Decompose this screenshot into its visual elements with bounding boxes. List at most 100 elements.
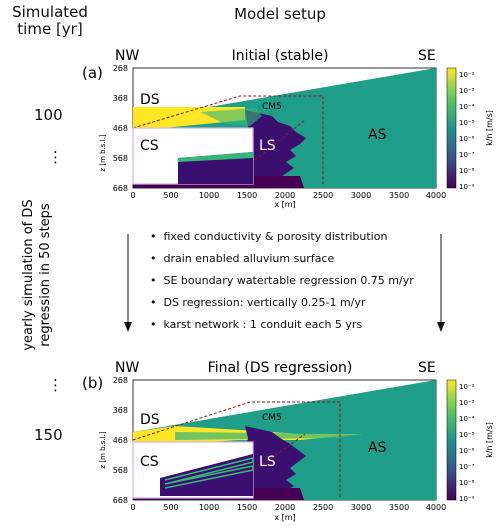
panel-a-y-ticks: 268 368 468 568 668: [113, 64, 128, 193]
time-dots-top: ⋮: [48, 148, 63, 166]
panel-a-cbar-tick: 10⁻²: [459, 71, 475, 79]
panel-a-colorbar: [446, 67, 457, 189]
time-header-line2: time [yr]: [17, 20, 83, 38]
panel-b-x-tick: 2500: [313, 503, 333, 512]
panel-b-x-tick: 2000: [275, 503, 295, 512]
panel-a-label-ls: LS: [259, 138, 276, 154]
panel-a-cbar-tick: 10⁻⁷: [459, 151, 475, 159]
panel-a-letter: (a): [82, 64, 103, 82]
panel-b-x-tick: 500: [163, 503, 178, 512]
panel-b-label-ds: DS: [140, 412, 160, 428]
right-arrow-head: [437, 322, 445, 332]
panel-a-cbar-tick: 10⁻⁵: [459, 119, 475, 127]
panel-b-colorbar: [446, 379, 457, 501]
step-text: DS regression: vertically 0.25-1 m/yr: [163, 296, 366, 309]
panel-a-x-tick: 500: [163, 191, 178, 200]
panel-b-x-tick: 1000: [199, 503, 219, 512]
panel-b-y-tick: 668: [113, 496, 128, 505]
panel-a-cbar-tick: 10⁻⁶: [459, 135, 475, 143]
panel-b-dashed-diag: [254, 433, 306, 471]
flow-arrows: [124, 234, 445, 332]
panel-a-label-cs: CS: [140, 138, 159, 154]
panel-a-cbar-tick: 10⁻⁴: [459, 103, 475, 111]
panel-b-cbar-tick: 10⁻⁶: [459, 447, 475, 455]
panel-b-y-axis-label: z [m b.s.l.]: [99, 431, 107, 468]
panel-a-y-tick: 368: [113, 94, 128, 103]
panel-b-label-as: AS: [368, 440, 387, 456]
panel-b-inset-stripes: [164, 456, 254, 489]
panel-b-cbar-tick: 10⁻²: [459, 383, 475, 391]
panel-b-cbar-tick: 10⁻⁵: [459, 431, 475, 439]
panel-a-y-tick: 668: [113, 184, 128, 193]
step-item: • karst network : 1 conduit each 5 yrs: [150, 318, 363, 331]
panel-a-colorbar-ticks: 10⁻² 10⁻³ 10⁻⁴ 10⁻⁵ 10⁻⁶ 10⁻⁷ 10⁻⁸ 10⁻⁹: [459, 71, 475, 191]
panel-a-label-ds: DS: [140, 92, 160, 108]
panel-a-blend-zone: [200, 108, 262, 126]
panel-b-label-cm5: CM5: [262, 413, 282, 423]
panel-b-dashed-outline: [132, 401, 341, 498]
panel-a-cbar-tick: 10⁻³: [459, 87, 475, 95]
left-arrow-head: [124, 322, 132, 332]
panel-b-x-tick: 1500: [237, 503, 257, 512]
time-header: Simulated time [yr]: [0, 4, 100, 38]
panel-b-plot: DS CM5 AS CS LS: [132, 379, 437, 501]
panel-a-x-ticks: 0 500 1000 1500 2000 2500 3000 3500 4000: [130, 191, 446, 200]
panel-b-x-tick: 3500: [389, 503, 409, 512]
panel-b-cbar-tick: 10⁻³: [459, 399, 475, 407]
panel-b-se: SE: [418, 360, 436, 376]
time-bottom: 150: [34, 426, 63, 444]
time-header-line1: Simulated: [12, 3, 88, 21]
panel-a-plot: DS CM5 AS CS LS: [132, 67, 437, 189]
panel-b-y-tick: 368: [113, 406, 128, 415]
panel-b-label-ls: LS: [259, 454, 276, 470]
panel-b-nw: NW: [115, 360, 139, 376]
step-text: drain enabled alluvium surface: [163, 252, 335, 265]
panel-a-x-tick: 3500: [389, 191, 409, 200]
panel-a-nw: NW: [115, 48, 139, 64]
panel-b-y-ticks: 268 368 468 568 668: [113, 376, 128, 505]
step-text: SE boundary watertable regression 0.75 m…: [163, 274, 414, 287]
panel-a-title: Initial (stable): [232, 48, 329, 64]
panel-b-cbar-tick: 10⁻⁷: [459, 463, 475, 471]
step-item: • DS regression: vertically 0.25-1 m/yr: [150, 296, 366, 309]
panel-b-cbar-tick: 10⁻⁴: [459, 415, 475, 423]
panel-a-se: SE: [418, 48, 436, 64]
panel-b-colorbar-ticks: 10⁻² 10⁻³ 10⁻⁴ 10⁻⁵ 10⁻⁶ 10⁻⁷ 10⁻⁸ 10⁻⁹: [459, 383, 475, 503]
panel-a-label-as: AS: [368, 127, 387, 143]
panel-b-cbar-tick: 10⁻⁸: [459, 479, 475, 487]
panel-b-y-tick: 468: [113, 436, 128, 445]
step-item: • fixed conductivity & porosity distribu…: [150, 230, 388, 243]
panel-b-letter: (b): [82, 374, 103, 392]
panel-a-y-tick: 268: [113, 64, 128, 73]
panel-b-x-tick: 3000: [351, 503, 371, 512]
panel-a-x-axis-label: x [m]: [274, 200, 295, 209]
panel-a-x-tick: 1000: [199, 191, 219, 200]
panel-a-dashed-outline: [132, 95, 324, 186]
panel-b-x-tick: 0: [130, 503, 135, 512]
time-top: 100: [34, 106, 63, 124]
panel-b-title: Final (DS regression): [208, 360, 353, 376]
panel-b-colorbar-label: k/n [m/s]: [485, 422, 494, 458]
panel-a-inset-layer: [178, 152, 253, 162]
panel-a-x-tick: 2500: [313, 191, 333, 200]
panel-a-cbar-tick: 10⁻⁹: [459, 183, 475, 191]
panel-b-label-cs: CS: [140, 454, 159, 470]
panel-b-x-axis-label: x [m]: [274, 513, 295, 522]
panel-a-y-tick: 568: [113, 154, 128, 163]
panel-a-x-tick: 1500: [237, 191, 257, 200]
panel-b-x-ticks: 0 500 1000 1500 2000 2500 3000 3500 4000: [130, 503, 446, 512]
panel-b: (b) NW Final (DS regression) SE DS CM5 A…: [82, 360, 494, 522]
panel-b-y-tick: 568: [113, 466, 128, 475]
step-text: fixed conductivity & porosity distributi…: [163, 230, 388, 243]
panel-a-x-tick: 0: [130, 191, 135, 200]
model-setup-header: Model setup: [234, 5, 326, 23]
panel-a-x-tick: 4000: [426, 191, 446, 200]
panel-a-cbar-tick: 10⁻⁸: [459, 167, 475, 175]
panel-b-cbar-tick: 10⁻⁹: [459, 495, 475, 503]
step-text: karst network : 1 conduit each 5 yrs: [163, 318, 363, 331]
panel-a-label-cm5: CM5: [262, 102, 282, 112]
step-item: • SE boundary watertable regression 0.75…: [150, 274, 414, 287]
panel-a-y-axis-label: z [m b.s.l.]: [99, 134, 107, 171]
panel-b-y-tick: 268: [113, 376, 128, 385]
panel-a-dashed-diag: [254, 119, 306, 161]
